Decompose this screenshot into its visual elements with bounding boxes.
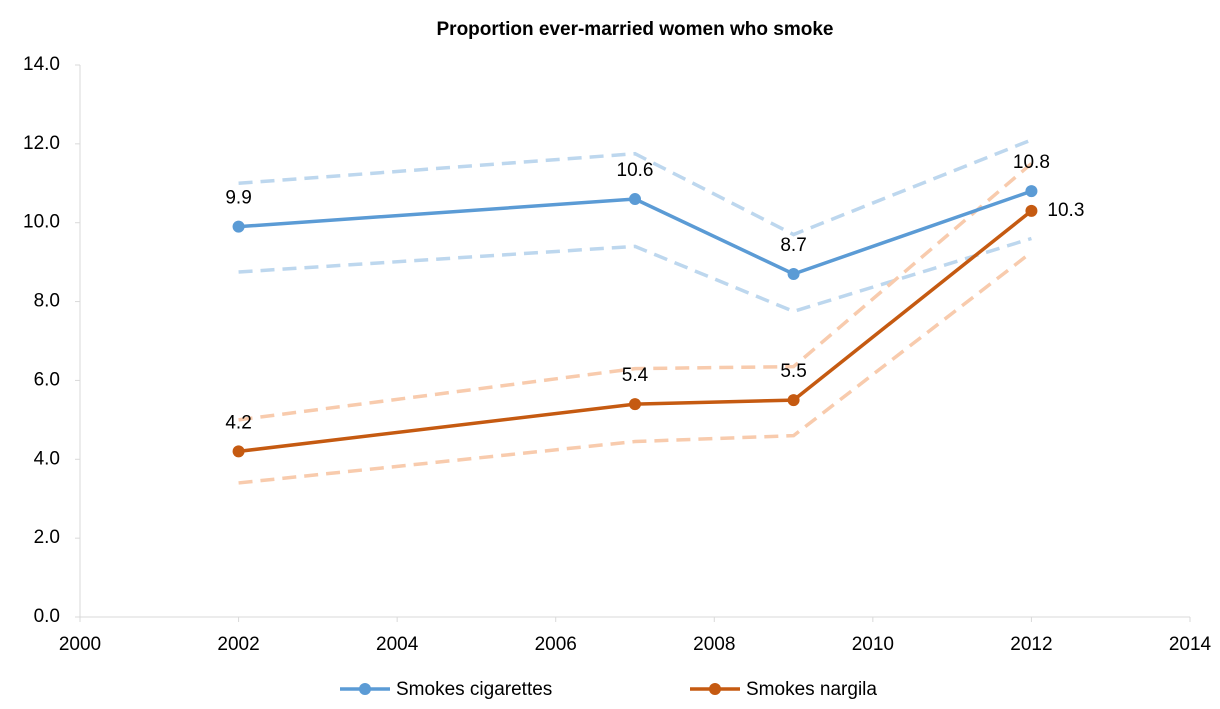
ci-line [238,236,1032,314]
point [232,445,245,458]
y-tick-label: 0.0 [34,606,60,627]
point [232,220,245,233]
x-tick-label: 2000 [59,634,101,655]
point [629,398,641,411]
data-label: 5.5 [780,361,806,382]
data-label: 4.2 [225,412,251,433]
data-label: 10.8 [1013,152,1050,173]
chart-title: Proportion ever-married women who smoke [437,19,834,40]
y-tick-label: 14.0 [23,54,60,75]
data-label: 10.6 [617,160,654,181]
y-tick-label: 12.0 [23,133,60,154]
y-tick-label: 2.0 [34,527,60,548]
ci-line [238,138,1033,237]
x-tick-label: 2012 [1010,634,1052,655]
y-tick-label: 4.0 [34,448,60,469]
point [787,267,800,280]
y-tick-label: 10.0 [23,212,60,233]
series-line [238,209,1033,454]
legend-label: Smokes nargila [746,679,877,700]
ci-line [238,250,1033,485]
data-label: 8.7 [780,235,806,256]
legend-marker [709,683,721,695]
series-line [238,189,1033,276]
data-label: 9.9 [225,188,251,209]
y-tick-label: 8.0 [34,291,60,312]
x-tick-label: 2006 [535,634,577,655]
legend-label: Smokes cigarettes [396,679,552,700]
point [1025,185,1038,198]
x-tick-label: 2002 [217,634,259,655]
y-tick-label: 6.0 [34,369,60,390]
x-tick-label: 2010 [852,634,894,655]
x-tick-label: 2004 [376,634,419,655]
point [787,394,800,407]
data-label: 5.4 [622,365,649,386]
point [1025,204,1038,217]
legend-marker [359,683,371,695]
x-tick-label: 2008 [693,634,735,655]
x-tick-label: 2014 [1169,634,1212,655]
point [629,193,641,206]
data-label: 10.3 [1047,200,1084,221]
ci-line [238,162,1033,422]
